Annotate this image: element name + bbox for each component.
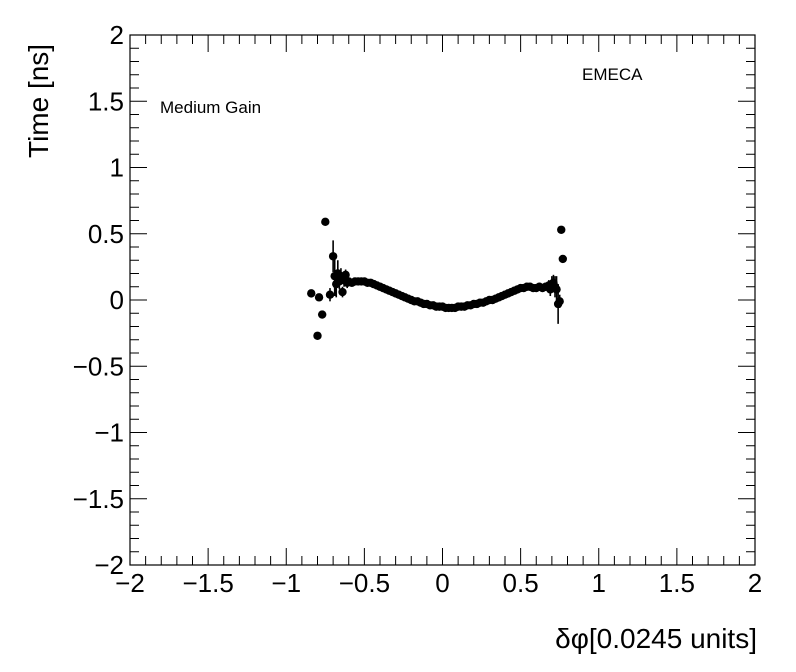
y-tick-label: 2 bbox=[110, 20, 124, 50]
emeca-label: EMECA bbox=[582, 65, 643, 84]
axis-ticks bbox=[129, 34, 756, 566]
y-tick-label: −0.5 bbox=[73, 351, 124, 381]
data-point bbox=[558, 254, 568, 264]
y-tick-label: 0.5 bbox=[88, 219, 124, 249]
data-point bbox=[338, 287, 347, 297]
y-tick-label: 1 bbox=[110, 153, 124, 183]
data-point bbox=[307, 289, 316, 298]
x-tick-label: 1 bbox=[592, 568, 606, 598]
x-tick-label: 2 bbox=[748, 568, 762, 598]
y-tick-label: 0 bbox=[110, 285, 124, 315]
medium-gain-label: Medium Gain bbox=[160, 98, 261, 117]
x-tick-label: 0.5 bbox=[503, 568, 539, 598]
data-point bbox=[314, 293, 324, 302]
data-point bbox=[341, 270, 350, 280]
data-point bbox=[317, 310, 327, 319]
tick-labels: −2 −1.5 −1 −0.5 0 0.5 1 1.5 2 −2 −1.5 −1 −0.5 0 0.5 1 1.… bbox=[73, 20, 763, 598]
x-tick-label: 1.5 bbox=[659, 568, 695, 598]
x-tick-label: −1 bbox=[271, 568, 301, 598]
x-tick-label: 0 bbox=[435, 568, 449, 598]
x-tick-label: −0.5 bbox=[339, 568, 390, 598]
x-axis-title: δφ[0.0245 units] bbox=[555, 623, 757, 654]
y-tick-label: −2 bbox=[94, 550, 124, 580]
data-point bbox=[313, 331, 322, 340]
data-point bbox=[557, 225, 566, 234]
data-point bbox=[555, 297, 564, 306]
y-tick-label: −1 bbox=[94, 418, 124, 448]
x-tick-label: −1.5 bbox=[182, 568, 233, 598]
data-point bbox=[328, 252, 338, 261]
y-tick-label: 1.5 bbox=[88, 86, 124, 116]
y-tick-label: −1.5 bbox=[73, 484, 124, 514]
x-tick-label: −2 bbox=[115, 568, 145, 598]
data-point bbox=[325, 290, 335, 299]
data-point bbox=[552, 285, 561, 294]
data-point bbox=[321, 217, 330, 227]
y-axis-title: Time [ns] bbox=[23, 44, 54, 158]
data-points bbox=[307, 217, 568, 340]
